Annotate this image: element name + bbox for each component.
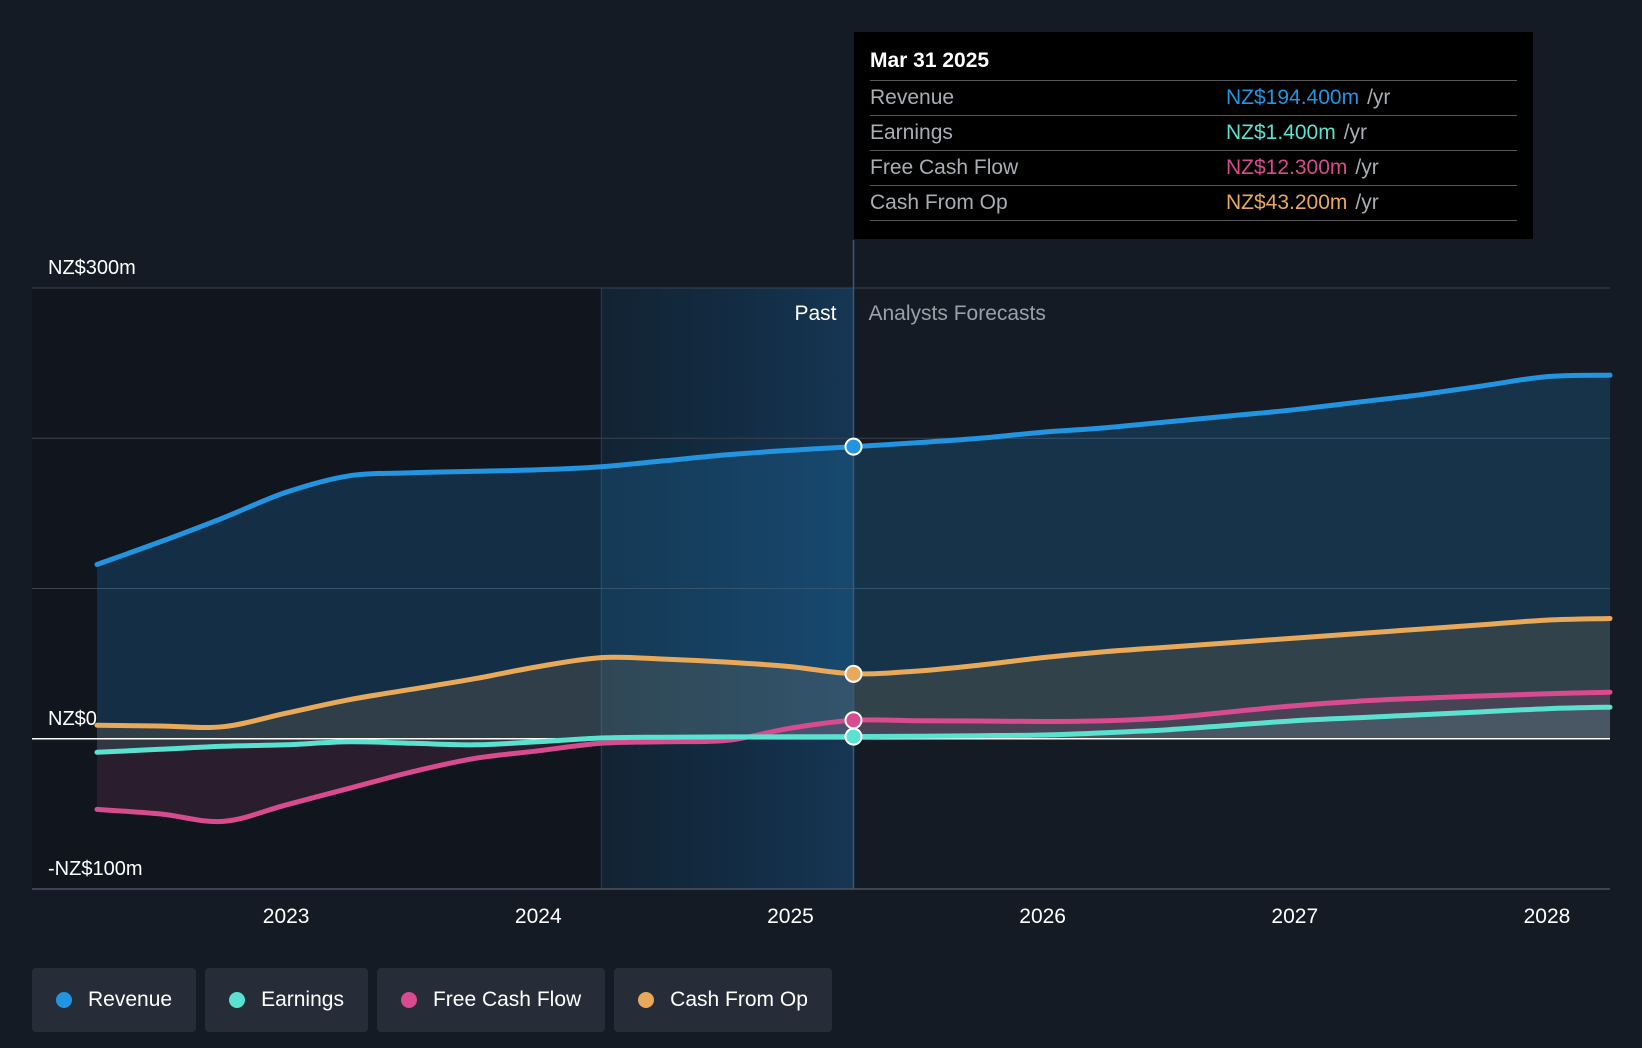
tooltip-value: NZ$194.400m	[1226, 86, 1360, 109]
x-tick-label: 2028	[1524, 905, 1571, 928]
forecast-label: Analysts Forecasts	[869, 302, 1046, 325]
tooltip-unit: /yr	[1343, 121, 1368, 144]
tooltip-value: NZ$1.400m	[1226, 121, 1336, 144]
legend-label: Earnings	[261, 988, 344, 1011]
legend: Revenue Earnings Free Cash Flow Cash Fro…	[32, 968, 832, 1032]
tooltip-name: Cash From Op	[870, 191, 1008, 214]
legend-item-cash-from-op[interactable]: Cash From Op	[614, 968, 832, 1032]
tooltip-row-free-cash-flow: Free Cash Flow NZ$12.300m /yr	[870, 151, 1517, 186]
x-tick-label: 2024	[515, 905, 562, 928]
legend-dot-icon	[229, 992, 246, 1008]
tooltip-name: Revenue	[870, 86, 955, 109]
legend-label: Free Cash Flow	[432, 988, 582, 1011]
x-tick-label: 2026	[1019, 905, 1066, 928]
x-tick-label: 2025	[767, 905, 814, 928]
tooltip-value: NZ$43.200m	[1226, 191, 1348, 214]
tooltip-value: NZ$12.300m	[1226, 156, 1348, 179]
marker-cash-from-op	[844, 664, 863, 683]
y-tick-label: -NZ$100m	[48, 858, 142, 880]
legend-dot-icon	[56, 992, 72, 1008]
tooltip: Mar 31 2025 Revenue NZ$194.400m /yr Earn…	[854, 32, 1533, 239]
legend-dot-icon	[400, 992, 417, 1008]
legend-item-earnings[interactable]: Earnings	[205, 968, 368, 1032]
area-earnings	[97, 707, 1610, 753]
legend-item-revenue[interactable]: Revenue	[32, 968, 197, 1032]
marker-revenue	[844, 437, 863, 456]
tooltip-unit: /yr	[1367, 86, 1391, 109]
tooltip-row-earnings: Earnings NZ$1.400m /yr	[870, 116, 1517, 151]
tooltip-date: Mar 31 2025	[870, 46, 1517, 81]
tooltip-unit: /yr	[1355, 156, 1379, 179]
line-free-cash-flow	[94, 689, 1613, 825]
legend-item-free-cash-flow[interactable]: Free Cash Flow	[376, 968, 606, 1032]
legend-dot-icon	[638, 992, 655, 1008]
tooltip-name: Free Cash Flow	[870, 156, 1019, 179]
legend-label: Cash From Op	[670, 988, 808, 1011]
tooltip-name: Earnings	[870, 121, 953, 144]
x-tick-label: 2023	[263, 905, 310, 928]
marker-earnings	[844, 727, 863, 746]
y-tick-label: NZ$0	[48, 708, 97, 730]
y-tick-label: NZ$300m	[48, 257, 136, 279]
tooltip-row-revenue: Revenue NZ$194.400m /yr	[870, 81, 1517, 116]
tooltip-row-cash-from-op: Cash From Op NZ$43.200m /yr	[870, 186, 1517, 221]
marker-free-cash-flow	[844, 711, 863, 730]
tooltip-unit: /yr	[1355, 191, 1379, 214]
x-tick-label: 2027	[1271, 905, 1318, 928]
past-label: Past	[794, 302, 836, 325]
legend-label: Revenue	[88, 988, 173, 1011]
